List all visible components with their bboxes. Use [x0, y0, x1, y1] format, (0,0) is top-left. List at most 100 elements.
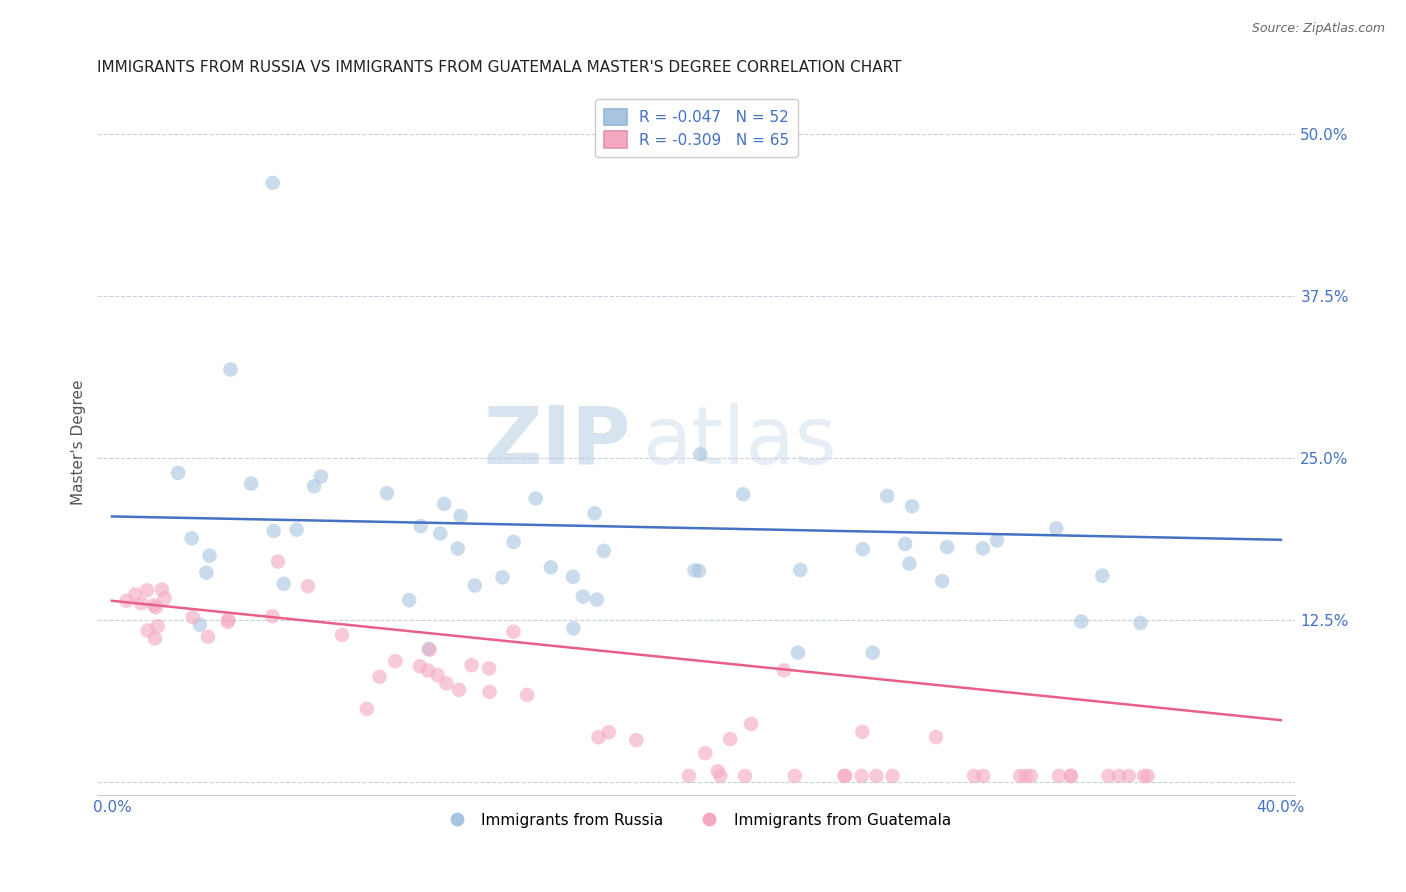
Point [689, 447, 711, 461]
Point [136, 624, 159, 638]
Point [783, 769, 806, 783]
Y-axis label: Master's Degree: Master's Degree [72, 379, 86, 505]
Point [901, 499, 924, 513]
Point [1108, 769, 1130, 783]
Point [1045, 521, 1067, 535]
Point [773, 664, 796, 678]
Point [851, 724, 873, 739]
Point [146, 619, 169, 633]
Point [267, 555, 290, 569]
Point [1019, 769, 1042, 783]
Point [586, 592, 609, 607]
Point [925, 730, 948, 744]
Point [195, 566, 218, 580]
Point [450, 508, 472, 523]
Point [330, 628, 353, 642]
Point [1060, 769, 1083, 783]
Point [540, 560, 562, 574]
Point [1133, 769, 1156, 783]
Point [491, 570, 513, 584]
Point [898, 557, 921, 571]
Point [418, 664, 440, 678]
Point [429, 526, 451, 541]
Point [865, 769, 887, 783]
Point [115, 594, 138, 608]
Point [419, 642, 441, 657]
Point [447, 541, 470, 556]
Point [695, 746, 717, 760]
Point [562, 570, 585, 584]
Point [502, 624, 524, 639]
Point [1047, 769, 1070, 783]
Point [876, 489, 898, 503]
Point [478, 661, 501, 675]
Point [598, 725, 620, 739]
Text: Source: ZipAtlas.com: Source: ZipAtlas.com [1251, 22, 1385, 36]
Point [1008, 769, 1031, 783]
Point [384, 654, 406, 668]
Point [262, 609, 284, 624]
Point [834, 769, 856, 783]
Point [1015, 769, 1038, 783]
Point [972, 769, 994, 783]
Point [683, 563, 706, 577]
Point [936, 540, 959, 554]
Point [963, 769, 986, 783]
Point [583, 506, 606, 520]
Point [464, 578, 486, 592]
Point [136, 583, 159, 598]
Text: atlas: atlas [643, 403, 837, 481]
Point [572, 590, 595, 604]
Point [1097, 769, 1119, 783]
Point [197, 630, 219, 644]
Point [524, 491, 547, 506]
Point [398, 593, 420, 607]
Point [688, 564, 710, 578]
Point [516, 688, 538, 702]
Point [709, 769, 731, 783]
Point [426, 668, 449, 682]
Point [1118, 769, 1140, 783]
Point [356, 702, 378, 716]
Point [787, 646, 810, 660]
Point [434, 676, 457, 690]
Text: IMMIGRANTS FROM RUSSIA VS IMMIGRANTS FROM GUATEMALA MASTER'S DEGREE CORRELATION : IMMIGRANTS FROM RUSSIA VS IMMIGRANTS FRO… [97, 60, 901, 75]
Point [972, 541, 994, 556]
Point [150, 582, 173, 597]
Point [592, 544, 614, 558]
Point [1070, 615, 1092, 629]
Point [217, 612, 239, 626]
Point [678, 769, 700, 783]
Point [447, 682, 470, 697]
Point [167, 466, 190, 480]
Point [834, 769, 856, 783]
Point [433, 497, 456, 511]
Point [198, 549, 221, 563]
Point [263, 524, 285, 538]
Point [153, 591, 176, 606]
Point [188, 617, 211, 632]
Point [240, 476, 263, 491]
Point [181, 610, 204, 624]
Point [262, 176, 284, 190]
Point [273, 576, 295, 591]
Point [734, 769, 756, 783]
Point [894, 537, 917, 551]
Point [1136, 769, 1159, 783]
Point [862, 646, 884, 660]
Point [588, 730, 610, 744]
Point [143, 632, 166, 646]
Point [297, 579, 319, 593]
Point [882, 769, 904, 783]
Point [1129, 615, 1152, 630]
Point [124, 587, 146, 601]
Point [1091, 568, 1114, 582]
Point [740, 717, 762, 731]
Point [986, 533, 1008, 548]
Legend: Immigrants from Russia, Immigrants from Guatemala: Immigrants from Russia, Immigrants from … [436, 806, 957, 834]
Point [707, 764, 730, 779]
Point [460, 658, 482, 673]
Point [418, 641, 440, 656]
Point [478, 685, 501, 699]
Point [851, 769, 873, 783]
